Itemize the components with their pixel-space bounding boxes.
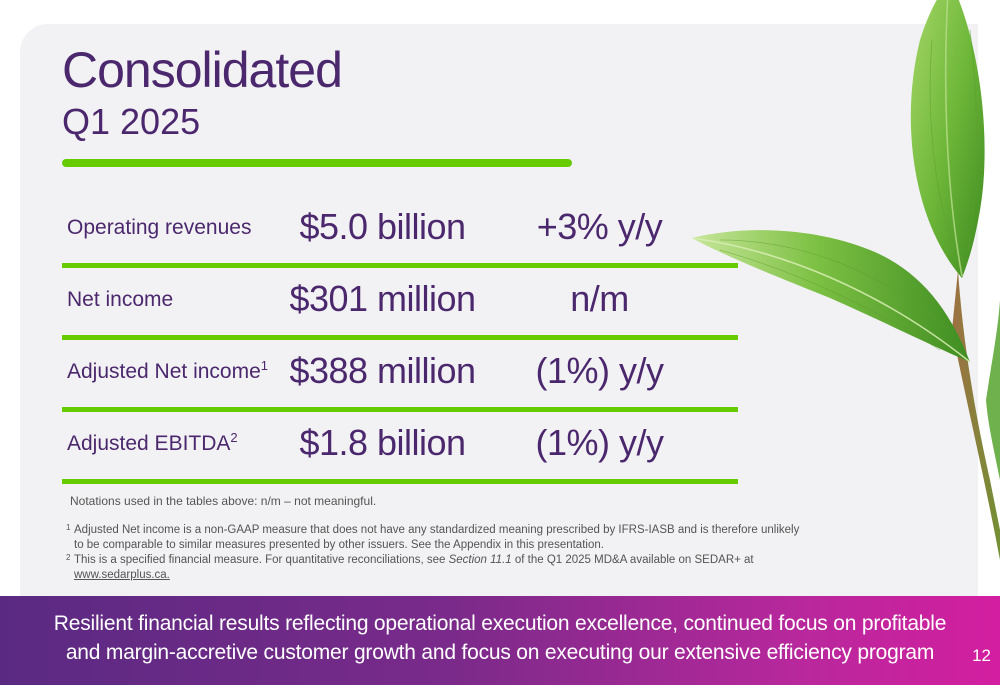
footnote-number: 1: [66, 523, 71, 532]
sedar-link[interactable]: www.sedarplus.ca.: [74, 569, 170, 581]
metric-value: $388 million: [289, 350, 476, 391]
metric-label: Adjusted EBITDA2: [67, 430, 238, 455]
metric-row-adjusted-ebitda: Adjusted EBITDA2 $1.8 billion (1%) y/y: [62, 412, 738, 484]
page-number: 12: [972, 646, 991, 665]
metric-label: Adjusted Net income1: [67, 358, 269, 383]
footnote-section-ref: Section 11.1: [448, 554, 512, 566]
accent-bar: [62, 159, 572, 167]
metric-row-net-income: Net income $301 million n/m: [62, 268, 738, 340]
footnotes: 1 Adjusted Net income is a non-GAAP meas…: [66, 523, 806, 583]
metric-change: (1%) y/y: [535, 350, 664, 391]
footnote-text: This is a specified financial measure. F…: [74, 554, 449, 566]
metric-change: (1%) y/y: [535, 422, 664, 463]
metric-label: Operating revenues: [67, 216, 252, 239]
metrics-table: Operating revenues $5.0 billion +3% y/y …: [62, 196, 738, 484]
metric-row-adjusted-net-income: Adjusted Net income1 $388 million (1%) y…: [62, 340, 738, 412]
slide-subtitle: Q1 2025: [62, 101, 201, 142]
content-panel: [20, 24, 978, 604]
footnote-number: 2: [66, 553, 71, 562]
banner-line-1: Resilient financial results reflecting o…: [53, 612, 947, 635]
metric-value: $5.0 billion: [299, 206, 466, 247]
banner-text: Resilient financial results reflecting o…: [40, 609, 960, 667]
metric-value: $301 million: [289, 278, 476, 319]
metric-change: +3% y/y: [536, 206, 663, 247]
notation-note: Notations used in the tables above: n/m …: [70, 494, 377, 508]
summary-banner: Resilient financial results reflecting o…: [0, 596, 1000, 685]
footnote-1: 1 Adjusted Net income is a non-GAAP meas…: [66, 523, 806, 553]
slide-title: Consolidated: [62, 42, 343, 98]
footnote-text-after: of the Q1 2025 MD&A available on SEDAR+ …: [511, 554, 754, 566]
metric-row-operating-revenues: Operating revenues $5.0 billion +3% y/y: [62, 196, 738, 268]
metric-value: $1.8 billion: [299, 422, 466, 463]
footnote-text: Adjusted Net income is a non-GAAP measur…: [74, 524, 800, 551]
leaf-illustration: [691, 0, 1000, 560]
footnote-2: 2 This is a specified financial measure.…: [66, 553, 806, 583]
metric-change: n/m: [570, 278, 629, 319]
banner-line-2: and margin-accretive customer growth and…: [65, 641, 935, 664]
metric-label: Net income: [67, 288, 174, 311]
